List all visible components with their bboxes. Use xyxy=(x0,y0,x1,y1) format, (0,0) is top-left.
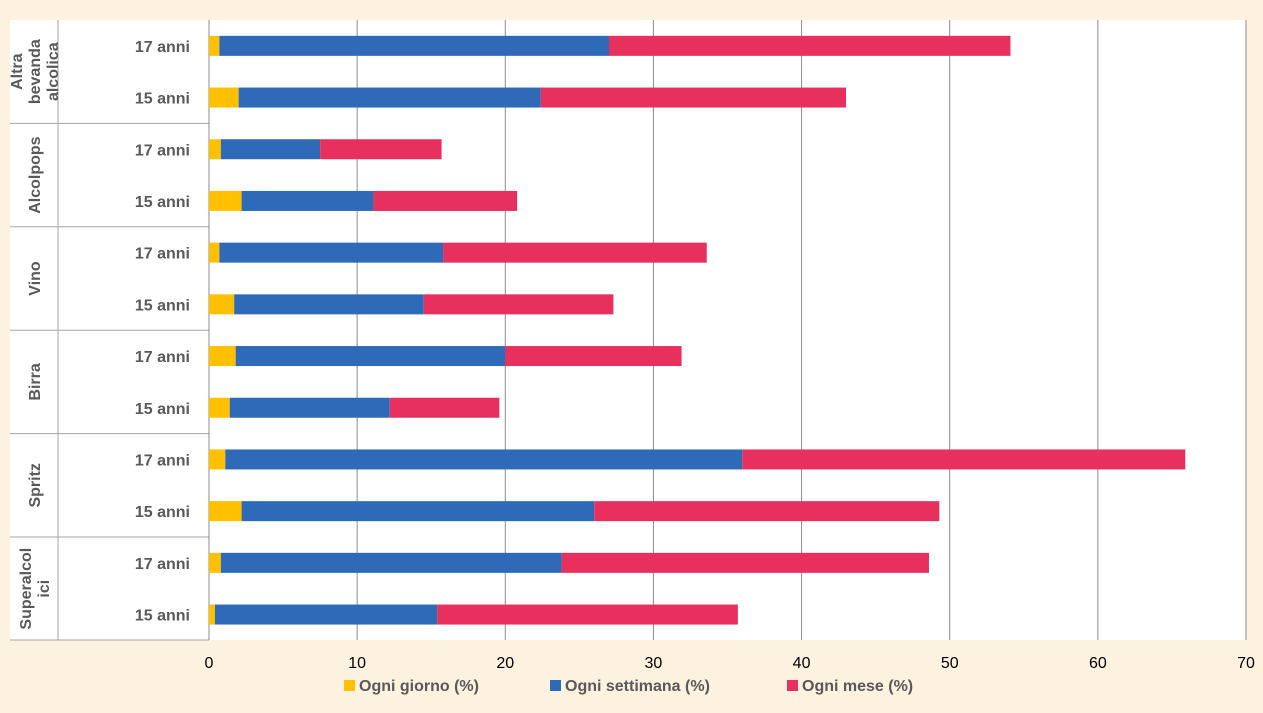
legend-label: Ogni giorno (%) xyxy=(359,678,479,695)
bar-segment-weekly xyxy=(220,139,321,160)
legend-label: Ogni mese (%) xyxy=(802,678,913,695)
bar-segment-daily xyxy=(209,190,242,211)
category-label: 15 anni xyxy=(135,504,190,521)
x-tick-label: 40 xyxy=(793,655,811,672)
x-tick-label: 70 xyxy=(1237,655,1255,672)
bar-segment-monthly xyxy=(443,242,707,263)
x-tick-label: 10 xyxy=(348,655,366,672)
category-label: 15 anni xyxy=(135,608,190,625)
category-label: 17 anni xyxy=(135,556,190,573)
bar-segment-weekly xyxy=(241,190,374,211)
group-label-line: alcolica xyxy=(45,42,62,101)
bar-segment-weekly xyxy=(220,552,562,573)
bar-segment-daily xyxy=(209,242,220,263)
bar-segment-monthly xyxy=(594,501,940,522)
bar-segment-daily xyxy=(209,604,215,625)
x-tick-label: 50 xyxy=(941,655,959,672)
bar-segment-daily xyxy=(209,294,235,315)
bar-segment-weekly xyxy=(229,397,390,418)
group-label-line: Altra xyxy=(9,53,26,90)
group-label-line: Alcolpops xyxy=(27,136,44,213)
x-tick-label: 0 xyxy=(205,655,214,672)
plot-area xyxy=(10,20,1246,640)
group-label-line: ici xyxy=(36,580,53,598)
bar-segment-monthly xyxy=(505,346,682,367)
bar-segment-daily xyxy=(209,501,242,522)
bar-segment-weekly xyxy=(234,294,424,315)
group-label-line: Superalcol xyxy=(18,548,35,630)
bar-segment-weekly xyxy=(225,449,743,470)
group-label-line: Vino xyxy=(27,261,44,296)
bar-segment-weekly xyxy=(241,501,595,522)
bar-segment-monthly xyxy=(561,552,929,573)
bar-segment-monthly xyxy=(320,139,442,160)
bar-segment-weekly xyxy=(238,87,541,108)
bar-segment-daily xyxy=(209,552,221,573)
bar-segment-monthly xyxy=(373,190,518,211)
bar-segment-weekly xyxy=(214,604,438,625)
bar-segment-weekly xyxy=(219,35,609,56)
x-tick-label: 60 xyxy=(1089,655,1107,672)
bar-segment-monthly xyxy=(742,449,1186,470)
category-label: 15 anni xyxy=(135,297,190,314)
legend-swatch xyxy=(787,680,798,691)
bar-segment-monthly xyxy=(423,294,614,315)
legend-label: Ogni settimana (%) xyxy=(565,678,710,695)
group-label-line: bevanda xyxy=(27,39,44,104)
category-label: 15 anni xyxy=(135,91,190,108)
x-tick-label: 30 xyxy=(645,655,663,672)
legend-swatch xyxy=(344,680,355,691)
bar-segment-weekly xyxy=(235,346,506,367)
bar-segment-daily xyxy=(209,346,236,367)
group-label-line: Spritz xyxy=(27,463,44,507)
bar-segment-monthly xyxy=(540,87,847,108)
group-label: Spritz xyxy=(27,463,44,507)
category-label: 15 anni xyxy=(135,401,190,418)
bar-segment-monthly xyxy=(608,35,1011,56)
bar-segment-daily xyxy=(209,35,220,56)
group-label: Vino xyxy=(27,261,44,296)
group-label: Superalcolici xyxy=(18,548,53,630)
category-label: 17 anni xyxy=(135,349,190,366)
group-label-line: Birra xyxy=(27,363,44,400)
group-label: Birra xyxy=(27,363,44,400)
x-tick-label: 20 xyxy=(496,655,514,672)
bar-segment-daily xyxy=(209,139,221,160)
bar-segment-daily xyxy=(209,87,239,108)
category-label: 17 anni xyxy=(135,142,190,159)
category-label: 17 anni xyxy=(135,452,190,469)
bar-segment-monthly xyxy=(389,397,500,418)
bar-segment-weekly xyxy=(219,242,444,263)
group-label: Altrabevandaalcolica xyxy=(9,39,62,104)
bar-segment-daily xyxy=(209,449,226,470)
category-label: 15 anni xyxy=(135,194,190,211)
category-label: 17 anni xyxy=(135,246,190,263)
group-label: Alcolpops xyxy=(27,136,44,213)
bar-segment-monthly xyxy=(437,604,738,625)
bar-segment-daily xyxy=(209,397,230,418)
legend-swatch xyxy=(550,680,561,691)
category-label: 17 anni xyxy=(135,39,190,56)
